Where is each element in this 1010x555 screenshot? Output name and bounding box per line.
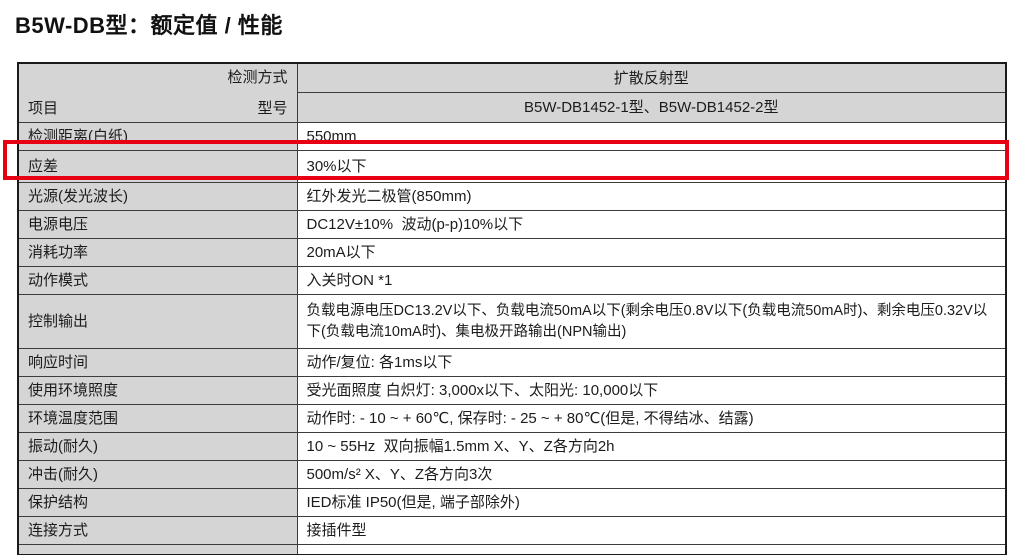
table-row-control-output: 控制输出 负载电源电压DC13.2V以下、负载电流50mA以下(剩余电压0.8V… bbox=[17, 294, 1007, 349]
spec-label-cell bbox=[17, 544, 298, 555]
spec-value-cell bbox=[296, 544, 1007, 555]
table-row-detection-distance: 检测距离(白纸) 550mm bbox=[17, 122, 1007, 151]
table-row-supply-voltage: 电源电压 DC12V±10% 波动(p-p)10%以下 bbox=[17, 210, 1007, 239]
spec-label-cell: 控制输出 bbox=[17, 294, 298, 349]
spec-label-cell: 电源电压 bbox=[17, 210, 298, 239]
spec-label-cell: 应差 bbox=[17, 150, 298, 183]
header-detection-method-label: 检测方式 bbox=[227, 69, 288, 86]
spec-value-cell: 10 ~ 55Hz 双向振幅1.5mm X、Y、Z各方向2h bbox=[296, 432, 1007, 461]
header-type-value-cell: 扩散反射型 bbox=[296, 62, 1007, 94]
table-row-hysteresis-highlighted: 应差 30%以下 bbox=[17, 150, 1007, 183]
spec-value-cell: 30%以下 bbox=[296, 150, 1007, 183]
table-header-row-2: B5W-DB1452-1型、B5W-DB1452-2型 bbox=[18, 92, 1007, 123]
header-item-label: 项目 bbox=[28, 100, 59, 117]
spec-label-cell: 冲击(耐久) bbox=[17, 460, 298, 489]
spec-table-container: 检测方式 项目 型号 扩散反射型 B5W-DB1452-1型、B5W-DB145… bbox=[3, 62, 1009, 555]
spec-value-cell: 动作时: - 10 ~ + 60℃, 保存时: - 25 ~ + 80℃(但是,… bbox=[296, 404, 1007, 433]
table-row-ambient-illuminance: 使用环境照度 受光面照度 白炽灯: 3,000x以下、太阳光: 10,000以下 bbox=[17, 376, 1007, 405]
header-model-value-cell: B5W-DB1452-1型、B5W-DB1452-2型 bbox=[296, 92, 1007, 123]
spec-value-cell: 20mA以下 bbox=[296, 238, 1007, 267]
table-header-row-1: 检测方式 项目 型号 扩散反射型 bbox=[17, 62, 1007, 123]
table-row-operation-mode: 动作模式 入关时ON *1 bbox=[17, 266, 1007, 295]
spec-label-cell: 保护结构 bbox=[17, 488, 298, 517]
spec-value-cell: 入关时ON *1 bbox=[296, 266, 1007, 295]
spec-value-cell: 动作/复位: 各1ms以下 bbox=[296, 348, 1007, 377]
spec-value-cell: DC12V±10% 波动(p-p)10%以下 bbox=[296, 210, 1007, 239]
spec-table: 检测方式 项目 型号 扩散反射型 B5W-DB1452-1型、B5W-DB145… bbox=[17, 62, 1007, 555]
table-row-light-source: 光源(发光波长) 红外发光二极管(850mm) bbox=[17, 182, 1007, 211]
table-row-connection-method: 连接方式 接插件型 bbox=[17, 516, 1007, 545]
table-row-power-consumption: 消耗功率 20mA以下 bbox=[17, 238, 1007, 267]
table-row-protection-structure: 保护结构 IED标准 IP50(但是, 端子部除外) bbox=[17, 488, 1007, 517]
spec-label-cell: 动作模式 bbox=[17, 266, 298, 295]
spec-label-cell: 环境温度范围 bbox=[17, 404, 298, 433]
spec-value-cell: 负载电源电压DC13.2V以下、负载电流50mA以下(剩余电压0.8V以下(负载… bbox=[296, 294, 1007, 349]
header-model-label: 型号 bbox=[257, 100, 288, 117]
spec-value-cell: 受光面照度 白炽灯: 3,000x以下、太阳光: 10,000以下 bbox=[296, 376, 1007, 405]
spec-label-cell: 检测距离(白纸) bbox=[17, 122, 298, 151]
spec-label-cell: 使用环境照度 bbox=[17, 376, 298, 405]
spec-value-cell: 接插件型 bbox=[296, 516, 1007, 545]
spec-value-cell: 550mm bbox=[296, 122, 1007, 151]
page-title: B5W-DB型：额定值 / 性能 bbox=[15, 13, 283, 38]
spec-value-cell: 500m/s² X、Y、Z各方向3次 bbox=[296, 460, 1007, 489]
spec-value-cell: IED标准 IP50(但是, 端子部除外) bbox=[296, 488, 1007, 517]
spec-value-cell: 红外发光二极管(850mm) bbox=[296, 182, 1007, 211]
spec-label-cell: 光源(发光波长) bbox=[17, 182, 298, 211]
spec-label-cell: 振动(耐久) bbox=[17, 432, 298, 461]
header-corner-cell: 检测方式 项目 型号 bbox=[17, 62, 298, 123]
spec-label-cell: 响应时间 bbox=[17, 348, 298, 377]
table-row-partial bbox=[17, 544, 1007, 555]
spec-label-cell: 消耗功率 bbox=[17, 238, 298, 267]
table-row-vibration: 振动(耐久) 10 ~ 55Hz 双向振幅1.5mm X、Y、Z各方向2h bbox=[17, 432, 1007, 461]
spec-label-cell: 连接方式 bbox=[17, 516, 298, 545]
table-row-shock: 冲击(耐久) 500m/s² X、Y、Z各方向3次 bbox=[17, 460, 1007, 489]
table-row-response-time: 响应时间 动作/复位: 各1ms以下 bbox=[17, 348, 1007, 377]
table-row-ambient-temperature: 环境温度范围 动作时: - 10 ~ + 60℃, 保存时: - 25 ~ + … bbox=[17, 404, 1007, 433]
